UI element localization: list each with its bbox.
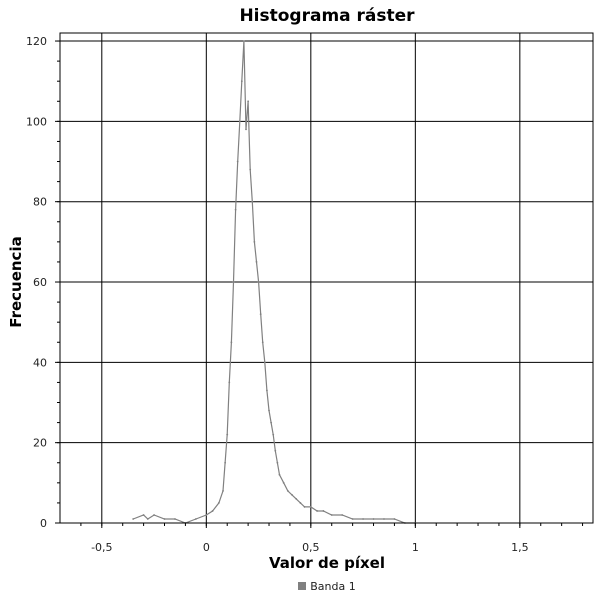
data-point [362, 518, 364, 520]
data-point [261, 341, 264, 344]
data-point [224, 461, 227, 464]
x-tick-label: -0,5 [91, 541, 112, 554]
data-point [238, 120, 241, 123]
data-point [230, 341, 233, 344]
y-tick-label: 100 [26, 115, 47, 128]
data-point [259, 313, 262, 316]
data-point [341, 514, 344, 516]
data-point [132, 518, 135, 520]
data-point [245, 128, 247, 131]
tick-layer: -0,5 0 0,5 1 1,5 0 20 40 60 80 100 120 [26, 35, 584, 554]
data-point [268, 409, 270, 412]
y-tick-label: 20 [33, 437, 47, 450]
data-point [266, 389, 268, 392]
data-point [249, 168, 252, 171]
data-point [383, 518, 385, 520]
data-point [247, 100, 250, 103]
data-point [286, 489, 289, 492]
data-point [253, 240, 256, 243]
data-point [276, 461, 279, 464]
data-point [257, 281, 260, 283]
x-tick-label: 0,5 [302, 541, 320, 554]
chart-title: Histograma ráster [239, 6, 415, 26]
data-point [228, 381, 231, 384]
y-tick-label: 40 [33, 356, 47, 369]
data-point [270, 421, 273, 424]
data-point [274, 449, 277, 452]
x-tick-label: 1,5 [511, 541, 529, 554]
data-point [240, 80, 243, 83]
y-axis-label: Frecuencia [7, 236, 25, 328]
data-point [309, 506, 312, 508]
data-point [251, 200, 254, 203]
y-tick-label: 60 [33, 276, 47, 289]
data-point [278, 473, 281, 476]
data-point [234, 208, 237, 211]
data-point [211, 510, 214, 512]
data-point [243, 40, 245, 42]
data-point [299, 502, 302, 504]
data-point [393, 518, 396, 520]
data-point [282, 481, 285, 484]
data-point [372, 518, 375, 520]
data-point [146, 518, 149, 520]
data-point [255, 261, 258, 263]
data-point [303, 506, 306, 508]
y-tick-label: 80 [33, 196, 47, 209]
data-point [163, 518, 166, 520]
data-point [226, 433, 229, 436]
legend-swatch [298, 582, 307, 590]
data-point [142, 514, 145, 516]
data-point [295, 498, 298, 500]
data-point [330, 514, 333, 516]
data-point [236, 160, 239, 163]
x-axis-label: Valor de píxel [269, 554, 385, 572]
y-tick-label: 0 [40, 517, 47, 530]
series-layer [132, 40, 417, 524]
legend-label: Banda 1 [310, 580, 356, 593]
data-point [263, 361, 266, 364]
data-point [351, 518, 354, 520]
data-point [153, 514, 155, 516]
data-point [205, 514, 208, 516]
data-point [194, 518, 197, 520]
plot-frame [59, 32, 594, 524]
x-tick-label: 0 [203, 541, 210, 554]
x-tick-label: 1 [412, 541, 419, 554]
data-point [316, 510, 318, 512]
data-point [272, 433, 275, 436]
data-point [291, 493, 293, 496]
grid-lines [60, 33, 593, 523]
y-tick-label: 120 [26, 35, 47, 48]
data-point [322, 510, 325, 512]
legend: Banda 1 [0, 580, 600, 593]
data-point [217, 502, 220, 504]
data-point [222, 489, 224, 492]
data-point [174, 518, 176, 520]
data-point [232, 281, 235, 283]
